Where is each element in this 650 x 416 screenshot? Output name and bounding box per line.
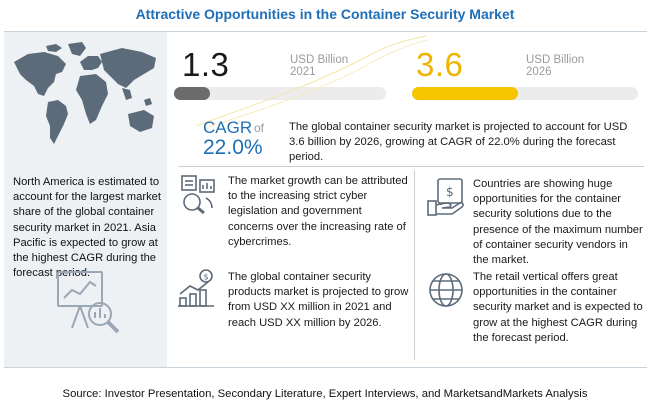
- left-panel: North America is estimated to account fo…: [4, 32, 167, 367]
- market-statement: The global container security market is …: [289, 121, 628, 164]
- progress-fill-2026: [412, 87, 519, 100]
- year-2021-label: 2021: [290, 66, 316, 78]
- money-hand-icon: $: [427, 178, 464, 216]
- section-divider: [178, 166, 644, 167]
- value-2026: 3.6: [416, 46, 464, 83]
- svg-text:$: $: [204, 273, 209, 282]
- year-2026-label: 2026: [526, 66, 552, 78]
- cagr-label: CAGR: [203, 118, 253, 137]
- decorative-curve-icon: [196, 35, 428, 129]
- retail-vertical-text: The retail vertical offers great opportu…: [473, 271, 643, 344]
- product-market-text: The global container security products m…: [228, 271, 409, 329]
- svg-text:$: $: [446, 185, 454, 199]
- analytics-magnifier-icon: [57, 271, 120, 334]
- page-title: Attractive Opportunities in the Containe…: [135, 6, 515, 22]
- regional-insight-text: North America is estimated to account fo…: [13, 176, 161, 280]
- source-note: Source: Investor Presentation, Secondary…: [62, 388, 588, 400]
- progress-bar-2021: [174, 87, 386, 100]
- world-map-icon: [14, 42, 156, 144]
- bottom-divider: [4, 367, 647, 368]
- product-growth-icon: $: [178, 269, 214, 307]
- value-2021: 1.3: [182, 46, 230, 83]
- unit-2026-label: USD Billion: [526, 54, 585, 66]
- legislation-chart-icon: [181, 175, 215, 214]
- cagr-of-label: of: [254, 121, 265, 135]
- growth-driver-text: The market growth can be attributed to t…: [228, 175, 408, 248]
- globe-retail-icon: [429, 273, 463, 307]
- unit-2021-label: USD Billion: [290, 54, 349, 66]
- cagr-value: 22.0%: [203, 136, 263, 159]
- top-divider: [4, 31, 647, 32]
- country-opportunity-text: Countries are showing huge opportunities…: [473, 178, 643, 267]
- column-divider: [414, 170, 415, 360]
- progress-bar-2026: [412, 87, 638, 100]
- progress-fill-2021: [174, 87, 211, 100]
